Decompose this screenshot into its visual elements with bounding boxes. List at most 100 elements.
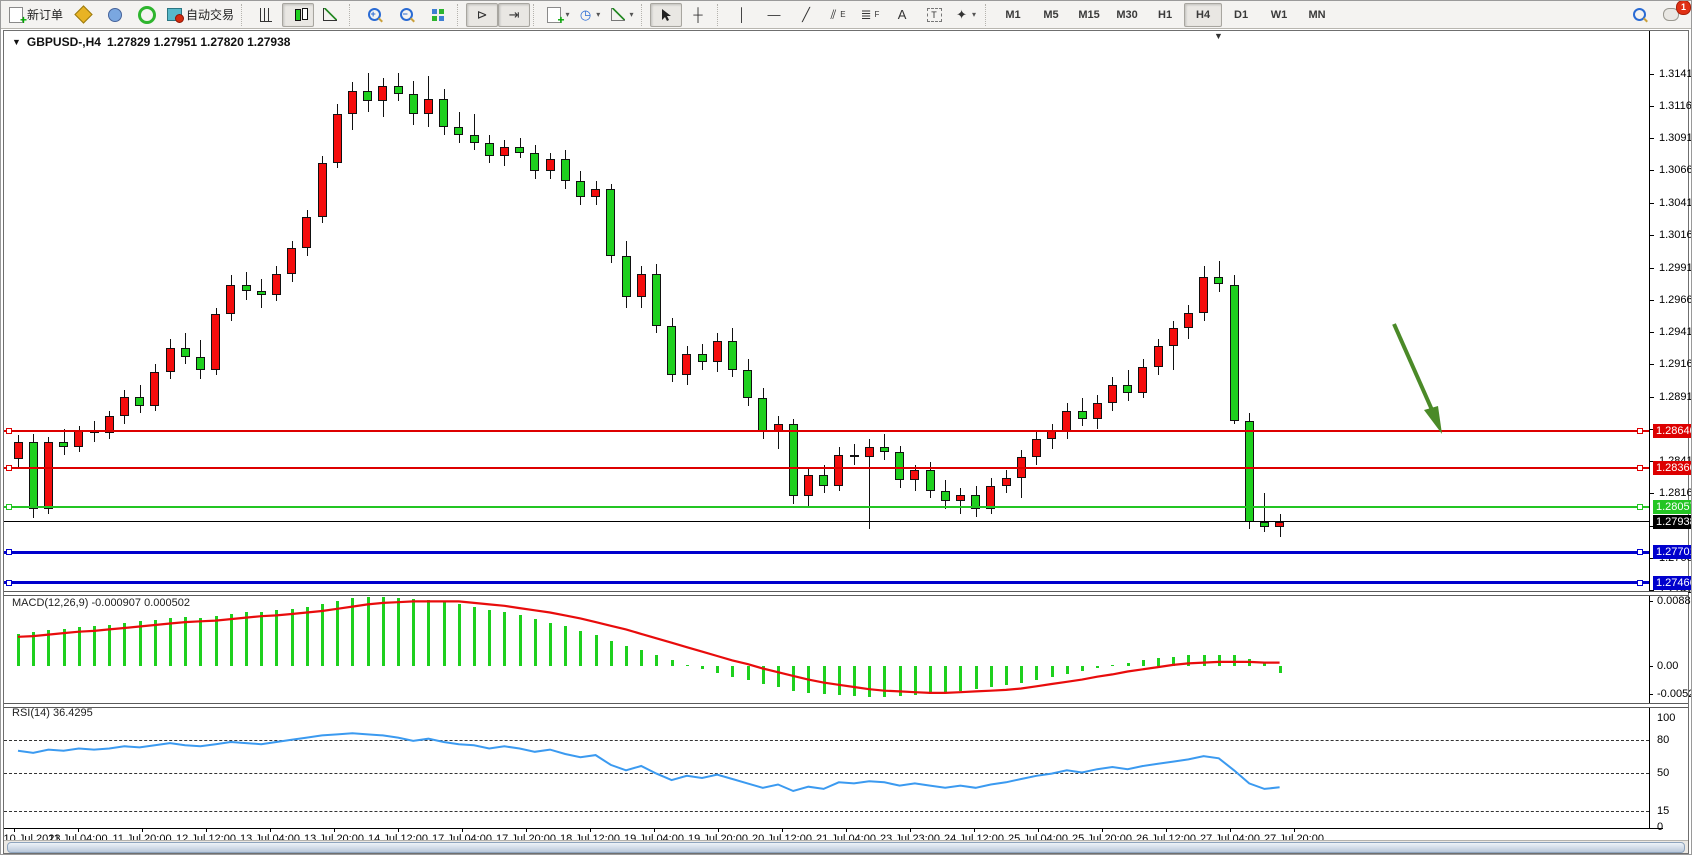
line-anchor[interactable] (6, 428, 12, 435)
panel-splitter[interactable] (4, 703, 1688, 708)
macd-histogram-bar (427, 599, 431, 667)
timeframe-button-m1[interactable]: M1 (1005, 8, 1021, 21)
scrollbar-thumb[interactable] (7, 842, 1685, 853)
auto-scroll-button[interactable]: ⊳ (466, 2, 499, 27)
candle-body (545, 159, 555, 172)
line-anchor[interactable] (6, 579, 12, 586)
date-tick (14, 828, 15, 832)
price-tick (1649, 332, 1654, 334)
candle-body (1092, 403, 1102, 419)
notifications-button[interactable]: 1 (1655, 1, 1691, 27)
current-price-line[interactable] (4, 521, 1649, 523)
fibonacci-suffix: F (874, 10, 880, 19)
rsi-label: RSI(14) 36.4295 (12, 707, 93, 719)
macd-histogram-bar (1126, 662, 1130, 667)
metaeditor-button[interactable] (99, 3, 131, 27)
line-anchor[interactable] (6, 464, 12, 471)
timeframe-button-h1[interactable]: H1 (1158, 8, 1173, 21)
candle-body (834, 454, 844, 486)
label-tool-button[interactable]: T (918, 3, 950, 27)
bar-chart-button[interactable] (250, 3, 282, 27)
text-tool-button[interactable]: A (886, 3, 918, 27)
timeframe-button-d1[interactable]: D1 (1234, 8, 1249, 21)
candle-wick (884, 434, 886, 460)
horizontal-line-object[interactable] (4, 505, 1649, 508)
line-anchor[interactable] (1637, 549, 1643, 556)
panel-splitter[interactable] (4, 591, 1688, 596)
candle-body (743, 369, 753, 398)
horizontal-line-object[interactable] (4, 430, 1649, 433)
line-anchor[interactable] (1637, 579, 1643, 586)
zoom-out-button[interactable]: − (390, 3, 422, 27)
rsi-tick-label: 0 (1657, 821, 1664, 833)
chart-shift-button[interactable]: ⇥ (498, 2, 531, 27)
macd-histogram-bar (321, 603, 324, 667)
timeframe-button-m15[interactable]: M15 (1078, 8, 1100, 21)
templates-button[interactable]: ▾ (606, 3, 638, 27)
candlestick-chart-button[interactable] (282, 2, 315, 27)
timeframe-button-mn[interactable]: MN (1308, 8, 1326, 21)
macd-histogram-bar (1035, 666, 1039, 680)
periods-button[interactable]: ◷ ▾ (574, 3, 606, 27)
candle-body (1107, 385, 1117, 404)
horizontal-line-object[interactable] (4, 550, 1649, 554)
tile-windows-icon (432, 8, 445, 21)
timeframe-button-w1[interactable]: W1 (1270, 8, 1288, 21)
signals-button[interactable] (131, 3, 163, 27)
crosshair-button[interactable]: ┼ (682, 3, 714, 27)
timeframe-button-h4[interactable]: H4 (1184, 2, 1223, 27)
indicators-button[interactable]: ▾ (542, 3, 574, 27)
macd-histogram-bar (533, 619, 537, 667)
trendline-tool-button[interactable]: ╱ (790, 3, 822, 27)
line-anchor[interactable] (1637, 503, 1643, 510)
cursor-button[interactable] (650, 2, 683, 27)
date-tick (206, 828, 207, 832)
arrows-tool-button[interactable]: ✦ ▾ (950, 3, 982, 27)
new-order-button[interactable]: 新订单 (5, 3, 67, 27)
indicator-overlay (17, 323, 1442, 793)
vline-tool-button[interactable]: │ (726, 3, 758, 27)
candle-body (1244, 421, 1254, 522)
price-tick-label: 1.28160 (1659, 487, 1691, 500)
toolbar-separator (349, 3, 355, 26)
auto-scroll-icon: ⊳ (476, 7, 488, 22)
channel-tool-button[interactable]: ⫽ E (822, 3, 854, 27)
macd-histogram-bar (1065, 666, 1069, 674)
candle-body (1259, 521, 1269, 527)
date-tick (846, 828, 847, 832)
price-tick (1649, 364, 1654, 366)
signal-icon (138, 5, 157, 24)
horizontal-line-icon: — (767, 7, 781, 22)
autotrading-button[interactable]: 自动交易 (163, 3, 238, 27)
macd-histogram-bar (1020, 666, 1024, 683)
line-anchor[interactable] (1637, 428, 1643, 435)
price-tick-label: 1.29160 (1659, 358, 1691, 371)
fibonacci-tool-button[interactable]: ≣ F (854, 3, 886, 27)
horizontal-line-object[interactable] (4, 466, 1649, 469)
toolbar-separator (533, 3, 539, 26)
line-chart-button[interactable] (314, 3, 346, 27)
chart-shift-marker-icon[interactable]: ▼ (1214, 31, 1223, 41)
autotrading-icon (167, 8, 185, 23)
horizontal-line-object[interactable] (4, 581, 1649, 585)
styler-button[interactable] (67, 3, 99, 27)
candle-body (180, 347, 190, 357)
line-anchor[interactable] (6, 549, 12, 556)
line-anchor[interactable] (1637, 464, 1643, 471)
candle-body (271, 274, 281, 295)
chart-header[interactable]: ▼ GBPUSD-,H4 1.27829 1.27951 1.27820 1.2… (12, 35, 290, 49)
hline-tool-button[interactable]: — (758, 3, 790, 27)
candle-body (575, 181, 585, 197)
zoom-in-button[interactable]: + (358, 3, 390, 27)
search-button[interactable] (1623, 3, 1655, 27)
timeframe-button-m5[interactable]: M5 (1043, 8, 1059, 21)
price-tick-label: 1.30915 (1659, 132, 1691, 145)
tile-windows-button[interactable] (422, 3, 454, 27)
candle-body (439, 98, 449, 128)
horizontal-scrollbar[interactable] (4, 840, 1688, 853)
price-tick (1649, 299, 1654, 301)
line-anchor[interactable] (6, 503, 12, 510)
candle-body (454, 127, 464, 135)
timeframe-button-m30[interactable]: M30 (1116, 8, 1138, 21)
rsi-tick-label: 100 (1657, 712, 1676, 724)
